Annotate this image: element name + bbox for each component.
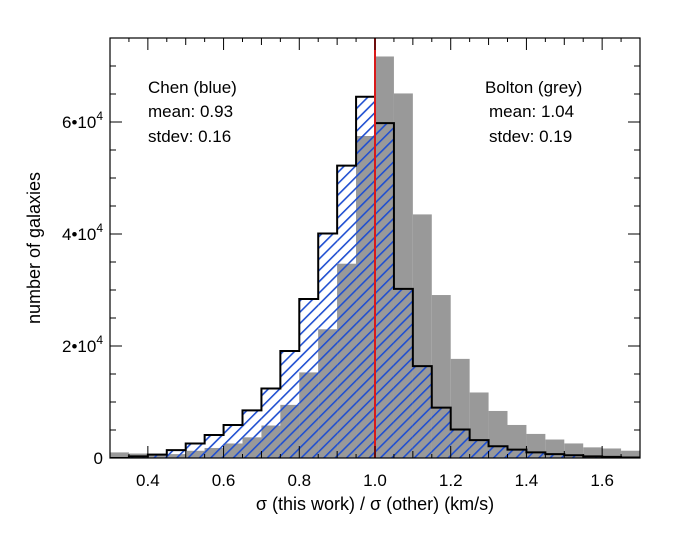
chen-bar-19 [469,440,489,458]
y-tick-label-3: 6•104 [62,109,103,132]
chen-bar-6 [223,424,243,458]
chen-bar-8 [261,388,281,458]
chen-bar-24 [564,455,584,458]
bolton-legend-label: Bolton (grey) [485,78,582,97]
chen-bar-2 [147,454,167,458]
chen-bar-20 [488,446,508,458]
x-tick-label-5: 1.4 [515,471,539,490]
y-tick-label-1: 2•104 [62,333,103,356]
x-tick-label-0: 0.4 [136,471,160,490]
x-tick-label-4: 1.2 [439,471,463,490]
chen-annotation: Chen (blue) mean: 0.93 stdev: 0.16 [148,78,237,146]
x-tick-label-3: 1.0 [363,471,387,490]
x-axis-label: σ (this work) / σ (other) (km/s) [256,494,494,514]
x-axis: 0.4 0.6 0.8 1.0 1.2 1.4 1.6 [109,38,641,490]
bolton-bar-25 [583,447,603,458]
bolton-stdev-label: stdev: 0.19 [489,127,572,146]
chen-bar-14 [375,123,394,458]
chen-bar-18 [450,429,470,458]
chen-bar-12 [337,165,357,458]
y-tick-label-2: 4•104 [62,221,103,244]
chen-bar-9 [280,351,300,458]
chen-bar-10 [299,298,319,458]
chen-bar-23 [545,454,565,458]
chen-bar-7 [242,410,262,458]
y-tick-label-0: 0 [94,449,103,468]
chen-bar-22 [526,452,546,458]
chen-legend-label: Chen (blue) [148,78,237,97]
bolton-mean-label: mean: 1.04 [489,102,574,121]
chen-bar-16 [412,366,432,458]
chen-histogram [128,96,640,458]
bolton-bar-0 [110,452,129,458]
bolton-annotation: Bolton (grey) mean: 1.04 stdev: 0.19 [485,78,582,146]
chen-bar-15 [393,288,413,458]
chen-bar-3 [166,450,186,458]
y-axis-label: number of galaxies [24,172,44,324]
bolton-bar-26 [602,448,622,458]
chen-bar-17 [431,407,451,458]
chen-stdev-label: stdev: 0.16 [148,127,231,146]
chen-bar-21 [507,449,527,458]
x-tick-label-2: 0.8 [287,471,311,490]
chen-bar-4 [185,443,205,458]
chen-bar-5 [204,435,224,458]
chen-mean-label: mean: 0.93 [148,102,233,121]
bolton-bar-27 [621,450,640,458]
y-axis: 0 2•104 4•104 6•104 [62,37,640,468]
x-tick-label-1: 0.6 [212,471,236,490]
chen-bar-11 [318,233,338,458]
chen-bar-13 [356,96,375,458]
x-tick-label-6: 1.6 [590,471,614,490]
